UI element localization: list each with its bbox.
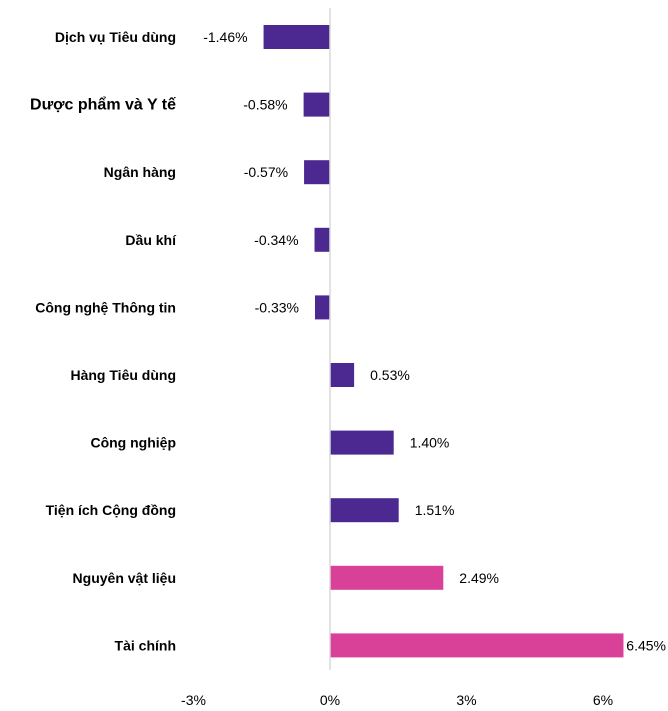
x-tick-label-2: 3% (456, 692, 476, 708)
bar-7 (330, 498, 399, 523)
value-label-1: -0.58% (243, 97, 287, 113)
category-labels: Dịch vụ Tiêu dùng Dược phẩm và Y tế Ngân h… (30, 29, 177, 653)
category-label-9: Tài chính (115, 637, 176, 653)
value-labels: -1.46% -0.58% -0.57% -0.34% -0.33% 0.53% 1.40%… (203, 29, 666, 653)
category-label-6: Công nghiệp (90, 435, 176, 451)
value-label-2: -0.57% (244, 164, 288, 180)
bar-5 (330, 363, 355, 387)
x-tick-label-3: 6% (593, 692, 613, 708)
bar-6 (330, 430, 394, 455)
value-label-6: 1.40% (410, 435, 450, 451)
bar-4 (314, 295, 330, 320)
category-label-3: Dầu khí (125, 232, 177, 248)
category-label-7: Tiện ích Cộng đồng (46, 502, 176, 518)
value-label-3: -0.34% (254, 232, 298, 248)
bar-3 (314, 227, 330, 252)
value-label-9: 6.45% (626, 637, 666, 653)
x-tick-label-0: -3% (181, 692, 206, 708)
bar-8 (330, 565, 444, 590)
bar-1 (303, 92, 330, 117)
bar-0 (263, 25, 330, 49)
bars-group (263, 25, 624, 658)
value-label-5: 0.53% (370, 367, 410, 383)
value-label-0: -1.46% (203, 29, 247, 45)
value-label-7: 1.51% (415, 502, 455, 518)
bar-2 (304, 160, 330, 185)
category-label-0: Dịch vụ Tiêu dùng (55, 29, 176, 45)
bar-9 (330, 633, 624, 658)
x-tick-label-1: 0% (320, 692, 340, 708)
value-label-4: -0.33% (255, 299, 299, 315)
category-label-5: Hàng Tiêu dùng (70, 367, 176, 383)
value-label-8: 2.49% (459, 570, 499, 586)
category-label-2: Ngân hàng (104, 164, 176, 180)
category-label-4: Công nghệ Thông tin (35, 299, 176, 315)
x-axis-ticks: -3% 0% 3% 6% (181, 692, 613, 708)
category-label-8: Nguyên vật liệu (73, 570, 176, 586)
category-label-1: Dược phẩm và Y tế (30, 96, 176, 114)
